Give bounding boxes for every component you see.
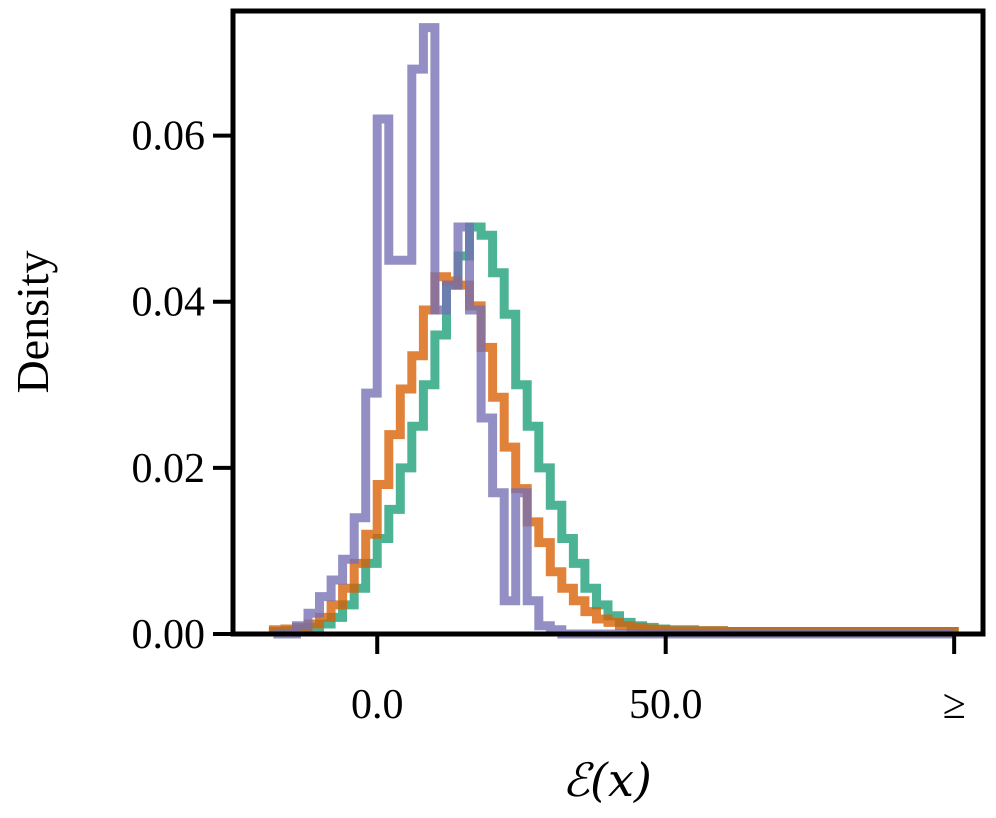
y-tick-label: 0.00	[132, 612, 206, 658]
x-tick-label: ≥	[943, 682, 966, 728]
x-axis: 0.0 50.0 ≥	[351, 634, 966, 728]
histogram-series-3	[273, 23, 955, 639]
y-axis-label: Density	[7, 250, 58, 393]
y-tick-label: 0.06	[132, 114, 206, 160]
x-tick-label: 0.0	[351, 682, 404, 728]
histogram-series-2	[268, 272, 959, 636]
y-tick-label: 0.04	[132, 280, 206, 326]
y-tick-label: 0.02	[132, 446, 206, 492]
plot-frame	[230, 8, 986, 637]
x-axis-label: ℰ(x)	[562, 753, 652, 807]
series-layer	[268, 23, 959, 639]
x-tick-label: 50.0	[629, 682, 703, 728]
y-axis: 0.00 0.02 0.04 0.06	[132, 114, 233, 658]
